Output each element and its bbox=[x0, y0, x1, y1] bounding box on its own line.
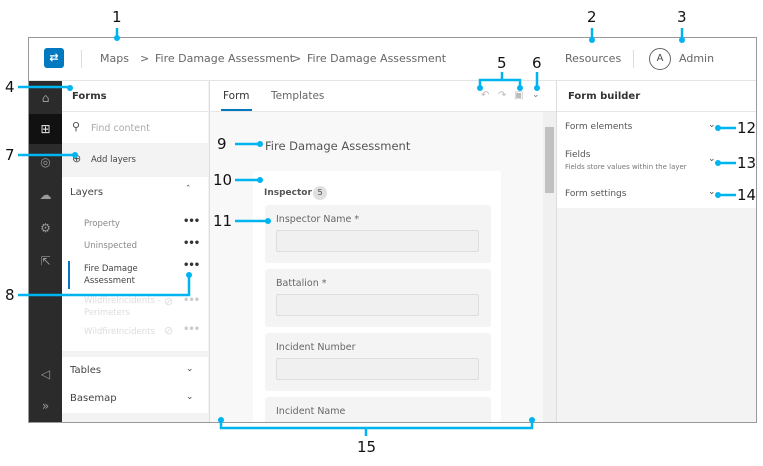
callout-number: 9 bbox=[217, 135, 227, 153]
header: ⇄ Maps > Fire Damage Assessment > Fire D… bbox=[29, 38, 756, 81]
chevron-down-icon[interactable]: ⌄ bbox=[708, 187, 716, 197]
add-layers-button[interactable]: Add layers bbox=[91, 155, 136, 165]
forms-icon[interactable]: ⊞ bbox=[29, 114, 62, 144]
layer-item-disabled: WildfireIncidents - Perimeters bbox=[84, 296, 161, 318]
megaphone-icon[interactable]: ◁ bbox=[40, 367, 51, 381]
field-card[interactable]: Incident Number bbox=[265, 333, 491, 391]
cloud-icon[interactable]: ☁ bbox=[39, 188, 52, 202]
callout-number: 2 bbox=[587, 8, 597, 26]
forms-panel: Forms ⚲ Find content ⊕ Add layers Layers… bbox=[62, 81, 210, 422]
layers-header[interactable]: Layers bbox=[70, 187, 104, 198]
callout-number: 13 bbox=[737, 154, 757, 172]
expand-icon[interactable]: » bbox=[41, 399, 50, 413]
layers-section: Layers ˆ Property ••• Uninspected ••• Fi… bbox=[62, 177, 208, 351]
callout-number: 1 bbox=[112, 8, 122, 26]
field-label: Incident Number bbox=[276, 342, 356, 353]
search-placeholder: Find content bbox=[91, 123, 150, 134]
callout-number: 3 bbox=[677, 8, 687, 26]
tab-templates[interactable]: Templates bbox=[271, 90, 325, 102]
group-count-badge: 5 bbox=[313, 186, 327, 200]
chevron-down-icon[interactable]: ⌄ bbox=[708, 154, 716, 164]
panel-title: Form builder bbox=[568, 91, 641, 102]
chevron-down-icon[interactable]: ⌄ bbox=[532, 90, 540, 100]
avatar[interactable]: A bbox=[649, 48, 671, 70]
callout-number: 7 bbox=[5, 146, 15, 164]
section-fields[interactable]: Fields bbox=[565, 150, 591, 160]
field-card[interactable]: Inspector Name * bbox=[265, 205, 491, 263]
chevron-up-icon[interactable]: ˆ bbox=[186, 185, 191, 195]
app-logo[interactable]: ⇄ bbox=[44, 48, 64, 68]
callout-number: 12 bbox=[737, 119, 757, 137]
layer-item[interactable]: Property bbox=[84, 219, 120, 229]
nav-rail: ⌂ ⊞ ◎ ☁ ⚙ ⇱ ◁ » bbox=[29, 81, 62, 422]
selected-indicator bbox=[68, 261, 70, 289]
more-icon[interactable]: ••• bbox=[183, 324, 200, 335]
layer-item-selected[interactable]: Fire Damage Assessment bbox=[84, 264, 138, 286]
section-form-elements[interactable]: Form elements bbox=[565, 122, 633, 132]
redo-icon[interactable]: ↷ bbox=[498, 90, 507, 101]
form-canvas: Form Templates ↶ ↷ ▣ ⌄ Fire Damage Asses… bbox=[210, 81, 556, 422]
field-input[interactable] bbox=[276, 230, 479, 252]
share-icon[interactable]: ⇱ bbox=[40, 254, 51, 268]
breadcrumb-layer: Fire Damage Assessment bbox=[307, 52, 447, 65]
undo-icon[interactable]: ↶ bbox=[481, 90, 490, 101]
callout-number: 5 bbox=[497, 54, 507, 72]
group-title: Inspector bbox=[264, 188, 312, 198]
breadcrumb-maps[interactable]: Maps bbox=[100, 52, 129, 65]
field-card[interactable]: Battalion * bbox=[265, 269, 491, 327]
field-label: Battalion * bbox=[276, 278, 327, 289]
user-name[interactable]: Admin bbox=[679, 52, 715, 65]
save-icon[interactable]: ▣ bbox=[514, 90, 524, 101]
field-label: Inspector Name * bbox=[276, 214, 360, 225]
divider bbox=[81, 50, 82, 68]
breadcrumb-separator: > bbox=[140, 52, 150, 65]
callout-number: 10 bbox=[213, 171, 233, 189]
home-icon[interactable]: ⌂ bbox=[41, 91, 50, 105]
field-input[interactable] bbox=[276, 358, 479, 380]
more-icon[interactable]: ••• bbox=[183, 260, 200, 271]
callout-number: 11 bbox=[213, 212, 233, 230]
tables-header[interactable]: Tables bbox=[70, 365, 102, 376]
callout-number: 4 bbox=[5, 78, 15, 96]
more-icon[interactable]: ••• bbox=[183, 216, 200, 227]
form-title[interactable]: Fire Damage Assessment bbox=[265, 139, 411, 153]
scrollbar-thumb[interactable] bbox=[545, 127, 554, 193]
field-card[interactable]: Incident Name bbox=[265, 397, 491, 422]
field-label: Incident Name bbox=[276, 406, 346, 417]
more-icon[interactable]: ••• bbox=[183, 238, 200, 249]
search-icon: ⚲ bbox=[72, 120, 81, 133]
search-input[interactable]: ⚲ Find content bbox=[62, 112, 208, 143]
chevron-down-icon[interactable]: ⌄ bbox=[186, 392, 194, 402]
breadcrumb-separator: > bbox=[292, 52, 302, 65]
tables-basemap-section: Tables ⌄ Basemap ⌄ bbox=[62, 357, 208, 413]
chevron-down-icon[interactable]: ⌄ bbox=[708, 120, 716, 130]
callout-number: 6 bbox=[532, 54, 542, 72]
tab-form[interactable]: Form bbox=[223, 90, 250, 102]
divider bbox=[633, 50, 634, 68]
callout-number: 15 bbox=[357, 438, 377, 456]
resources-link[interactable]: Resources bbox=[565, 52, 622, 65]
section-subtitle: Fields store values within the layer bbox=[565, 163, 687, 171]
target-icon[interactable]: ◎ bbox=[40, 155, 51, 169]
disabled-icon: ⊘ bbox=[164, 324, 174, 337]
forms-title: Forms bbox=[72, 91, 107, 102]
active-tab-indicator bbox=[221, 109, 252, 111]
section-form-settings[interactable]: Form settings bbox=[565, 189, 627, 199]
app-window: ⇄ Maps > Fire Damage Assessment > Fire D… bbox=[28, 37, 757, 423]
gear-icon[interactable]: ⚙ bbox=[40, 221, 51, 235]
chevron-down-icon[interactable]: ⌄ bbox=[186, 364, 194, 374]
basemap-header[interactable]: Basemap bbox=[70, 393, 117, 404]
more-icon[interactable]: ••• bbox=[183, 295, 200, 306]
scrollbar[interactable] bbox=[543, 112, 556, 422]
layer-item[interactable]: Uninspected bbox=[84, 241, 138, 251]
layer-item-disabled: WildfireIncidents bbox=[84, 327, 155, 337]
callout-number: 14 bbox=[737, 186, 757, 204]
disabled-icon: ⊘ bbox=[164, 295, 174, 308]
field-input[interactable] bbox=[276, 294, 479, 316]
form-builder-panel: Form builder Form elements ⌄ Fields Fiel… bbox=[556, 81, 756, 422]
add-icon: ⊕ bbox=[72, 152, 82, 165]
breadcrumb-map[interactable]: Fire Damage Assessment bbox=[155, 52, 295, 65]
callout-number: 8 bbox=[5, 286, 15, 304]
